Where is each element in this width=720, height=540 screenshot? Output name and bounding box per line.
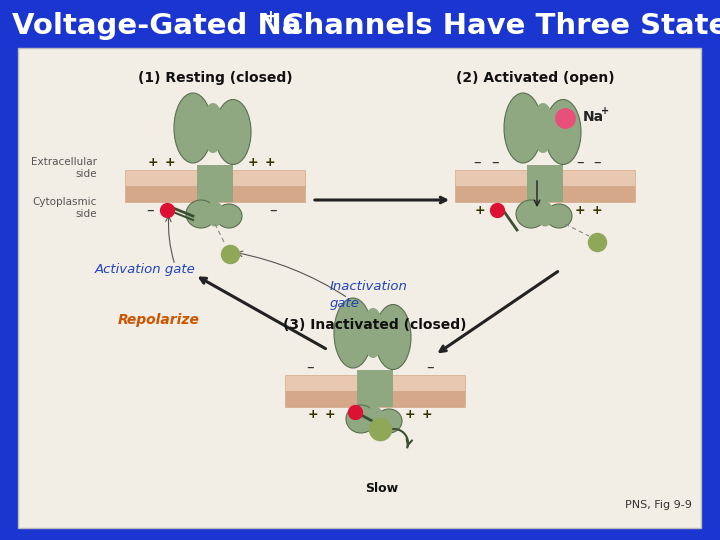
Bar	[455, 170, 635, 186]
Ellipse shape	[362, 308, 384, 358]
Text: –: –	[146, 202, 154, 218]
Text: Extracellular
side: Extracellular side	[31, 157, 97, 179]
Text: +: +	[263, 8, 277, 26]
Text: PNS, Fig 9-9: PNS, Fig 9-9	[625, 500, 692, 510]
Text: +: +	[575, 204, 585, 217]
Ellipse shape	[186, 200, 216, 228]
Text: Activation gate: Activation gate	[95, 264, 196, 276]
Text: –: –	[426, 360, 434, 375]
Ellipse shape	[516, 200, 546, 228]
Text: +: +	[422, 408, 432, 422]
Text: (2) Activated (open): (2) Activated (open)	[456, 71, 614, 85]
Text: Voltage-Gated Na: Voltage-Gated Na	[12, 12, 302, 40]
Ellipse shape	[546, 204, 572, 228]
Text: –: –	[576, 154, 584, 170]
Text: –: –	[491, 154, 499, 170]
Text: –: –	[593, 154, 600, 170]
Ellipse shape	[216, 204, 242, 228]
Text: +: +	[265, 156, 275, 168]
FancyBboxPatch shape	[357, 370, 393, 407]
Ellipse shape	[504, 93, 542, 163]
Ellipse shape	[334, 298, 372, 368]
Ellipse shape	[215, 99, 251, 165]
Bar	[285, 375, 465, 391]
Text: –: –	[306, 360, 314, 375]
Text: Channels Have Three States: Channels Have Three States	[272, 12, 720, 40]
Bar	[285, 391, 465, 407]
Text: +: +	[405, 408, 415, 422]
Text: +: +	[165, 156, 175, 168]
Text: (3) Inactivated (closed): (3) Inactivated (closed)	[283, 318, 467, 332]
Ellipse shape	[532, 103, 554, 153]
Bar	[455, 186, 635, 202]
Text: +: +	[148, 156, 158, 168]
FancyBboxPatch shape	[527, 165, 563, 202]
Text: (1) Resting (closed): (1) Resting (closed)	[138, 71, 292, 85]
Ellipse shape	[536, 201, 554, 226]
Text: –: –	[473, 154, 481, 170]
Text: Na: Na	[583, 110, 604, 124]
Text: –: –	[269, 202, 276, 218]
Text: Repolarize: Repolarize	[118, 313, 200, 327]
FancyBboxPatch shape	[197, 165, 233, 202]
Ellipse shape	[174, 93, 212, 163]
Ellipse shape	[202, 103, 224, 153]
Text: +: +	[492, 204, 503, 217]
Ellipse shape	[376, 409, 402, 433]
Text: Slow: Slow	[365, 482, 398, 495]
Ellipse shape	[206, 201, 224, 226]
Text: +: +	[474, 204, 485, 217]
Text: Cytoplasmic
side: Cytoplasmic side	[32, 197, 97, 219]
Ellipse shape	[346, 405, 376, 433]
Text: +: +	[325, 408, 336, 422]
Bar	[18, 48, 701, 528]
Text: Inactivation
gate: Inactivation gate	[330, 280, 408, 309]
Ellipse shape	[545, 99, 581, 165]
Ellipse shape	[375, 305, 411, 369]
Text: +: +	[601, 106, 609, 116]
Bar	[125, 186, 305, 202]
Text: +: +	[307, 408, 318, 422]
Text: +: +	[248, 156, 258, 168]
Ellipse shape	[366, 407, 384, 431]
Bar	[125, 170, 305, 186]
Text: +: +	[592, 204, 603, 217]
